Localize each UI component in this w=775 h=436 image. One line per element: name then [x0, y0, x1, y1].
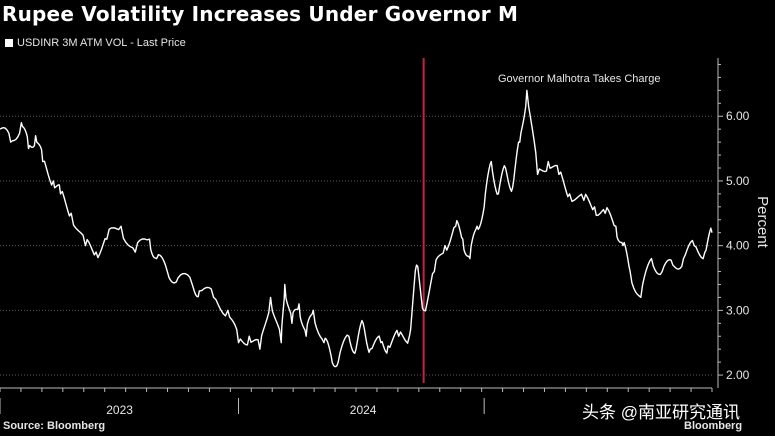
- chart-title: Rupee Volatility Increases Under Governo…: [2, 2, 519, 26]
- brand-logo: Bloomberg: [684, 420, 743, 432]
- legend-swatch: [5, 39, 13, 47]
- x-tick-label: 2023: [106, 403, 133, 417]
- watermark: 头条 @南亚研究通讯: [582, 403, 740, 422]
- y-tick-label: 5.00: [726, 174, 750, 188]
- x-tick-label: 2024: [350, 403, 377, 417]
- source-note: Source: Bloomberg: [3, 420, 106, 432]
- y-tick-label: 2.00: [726, 368, 750, 382]
- y-tick-label: 4.00: [726, 239, 750, 253]
- legend: USDINR 3M ATM VOL - Last Price: [5, 37, 186, 49]
- legend-label: USDINR 3M ATM VOL - Last Price: [17, 37, 186, 49]
- y-axis-label: Percent: [754, 196, 771, 249]
- y-gridlines: [0, 115, 712, 376]
- x-axis: 2023 2024: [0, 387, 713, 417]
- annotation-text: Governor Malhotra Takes Charge: [498, 73, 660, 85]
- series-group: [0, 89, 713, 368]
- y-tick-label: 6.00: [726, 109, 750, 123]
- y-axis: 2.00 3.00 4.00 5.00 6.00: [717, 58, 750, 388]
- y-tick-label: 3.00: [726, 303, 750, 317]
- series-line: [0, 89, 713, 368]
